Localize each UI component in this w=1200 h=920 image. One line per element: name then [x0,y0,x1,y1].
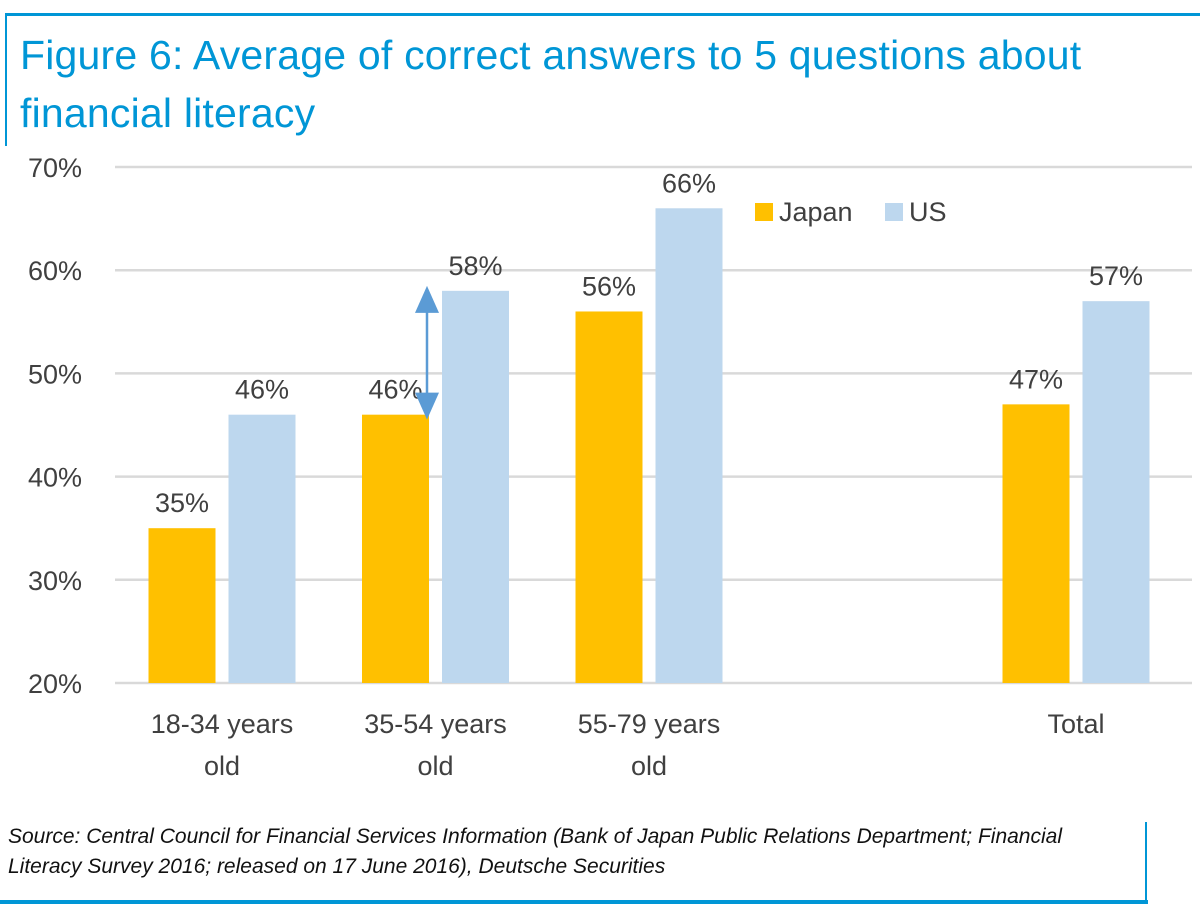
bar-us [442,290,509,683]
bar-us [1082,301,1150,683]
frame-top-border [5,13,1200,16]
data-label: 57% [1089,261,1143,291]
x-tick-label: old [417,751,453,781]
y-tick-label: 60% [28,256,82,286]
bar-us [655,208,723,683]
data-label: 66% [662,168,716,198]
legend-swatch-us [885,203,903,221]
frame-right-border [1145,822,1147,904]
bar-japan [1002,404,1070,683]
frame-left-border [5,13,7,146]
arrow-head-down-icon [415,392,439,420]
bar-japan [148,528,216,683]
source-note: Source: Central Council for Financial Se… [8,825,1062,878]
y-tick-label: 70% [28,153,82,183]
arrow-head-up-icon [415,285,439,313]
y-tick-label: 40% [28,463,82,493]
x-tick-label: old [631,751,667,781]
data-label: 46% [235,375,289,405]
legend-label-japan: Japan [779,197,853,227]
y-tick-label: 20% [28,669,82,699]
frame-bottom-border [0,900,1148,904]
bar-japan [362,414,429,683]
chart-title: Figure 6: Average of correct answers to … [20,32,1082,136]
y-tick-label: 30% [28,566,82,596]
x-tick-label: 55-79 years [578,709,721,739]
data-label: 47% [1009,364,1063,394]
legend-swatch-japan [755,203,773,221]
x-tick-label: old [204,751,240,781]
data-label: 46% [368,375,422,405]
x-tick-label: 18-34 years [151,709,294,739]
data-label: 56% [582,271,636,301]
x-tick-label: 35-54 years [364,709,507,739]
y-tick-label: 50% [28,359,82,389]
bar-japan [575,311,643,683]
bar-us [228,414,296,683]
data-label: 35% [155,488,209,518]
data-label: 58% [448,251,502,281]
legend-label-us: US [909,197,947,227]
x-tick-label: Total [1047,709,1104,739]
